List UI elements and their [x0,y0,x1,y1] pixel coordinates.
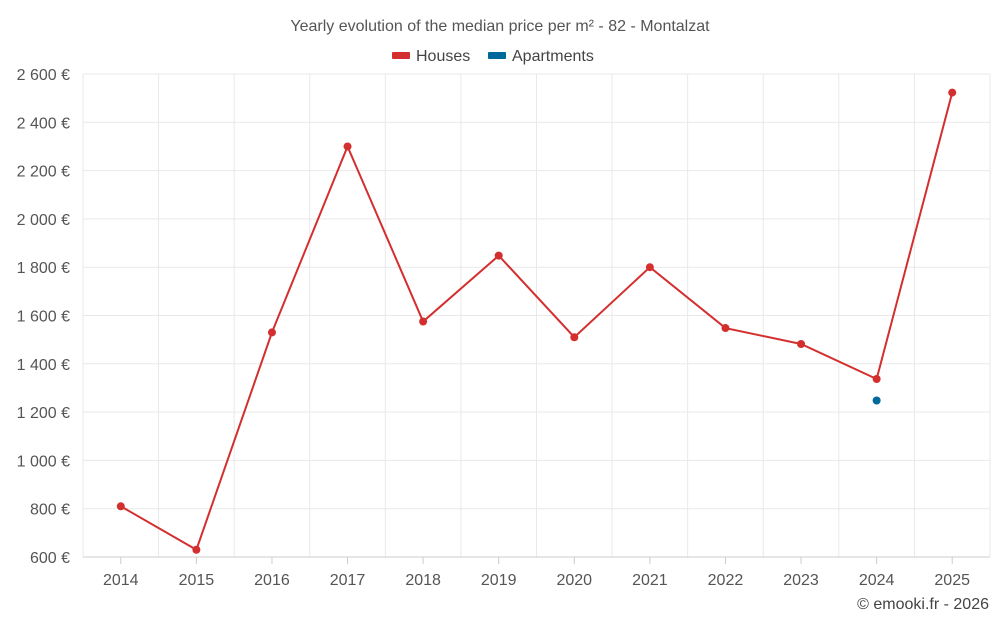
series-line-houses [120,92,954,552]
data-point-houses[interactable] [797,340,806,348]
legend-item-houses[interactable]: Houses [392,48,470,65]
y-tick-label: 1 400 € [17,357,70,374]
x-axis-ticks: 2014 2015 2016 2017 2018 2019 2020 2021 2022 2023… [103,572,970,589]
legend-swatch-houses [392,52,410,59]
legend-item-apartments[interactable]: Apartments [488,48,594,65]
x-tick-label: 2022 [708,572,744,589]
data-point-houses[interactable] [116,502,125,511]
x-tick-label: 2016 [254,572,290,589]
y-tick-label: 1 600 € [17,309,70,326]
grid [82,73,991,557]
y-tick-label: 1 800 € [17,260,70,277]
y-tick-label: 1 200 € [17,405,70,422]
x-tick-label: 2020 [556,572,592,589]
legend: Houses Apartments [392,48,594,65]
x-tick-label: 2021 [632,572,668,589]
x-tick-label: 2017 [330,572,366,589]
y-tick-label: 800 € [30,502,70,519]
x-tick-label: 2019 [481,572,517,589]
data-point-houses[interactable] [343,142,352,151]
legend-swatch-apartments [488,52,506,59]
legend-label-apartments: Apartments [512,48,594,65]
series-layer [116,88,957,554]
data-point-houses[interactable] [645,263,654,272]
credit-text: © emooki.fr - 2026 [857,596,989,613]
legend-label-houses: Houses [416,48,470,65]
y-axis-ticks: 600 € 800 € 1 000 € 1 200 € 1 400 € 1 600 € 1 … [17,67,70,567]
data-point-houses[interactable] [419,317,428,326]
y-tick-label: 1 000 € [17,453,70,470]
y-tick-label: 2 000 € [17,212,70,229]
chart-title: Yearly evolution of the median price per… [290,18,710,35]
x-tick-label: 2025 [934,572,970,589]
x-tick-label: 2015 [179,572,215,589]
y-tick-label: 2 600 € [17,67,70,84]
data-point-houses[interactable] [267,328,276,337]
y-tick-label: 2 200 € [17,164,70,181]
x-tick-label: 2018 [405,572,441,589]
data-point-houses[interactable] [494,251,503,260]
data-point-apartments[interactable] [872,396,881,405]
y-tick-label: 2 400 € [17,115,70,132]
data-point-houses[interactable] [192,545,201,554]
data-point-houses[interactable] [721,324,730,333]
x-tick-label: 2023 [783,572,819,589]
axes [83,556,990,564]
data-point-houses[interactable] [948,88,957,97]
y-tick-label: 600 € [30,550,70,567]
data-point-houses[interactable] [570,333,579,342]
data-point-houses[interactable] [872,375,881,384]
x-tick-label: 2014 [103,572,139,589]
x-tick-label: 2024 [859,572,895,589]
